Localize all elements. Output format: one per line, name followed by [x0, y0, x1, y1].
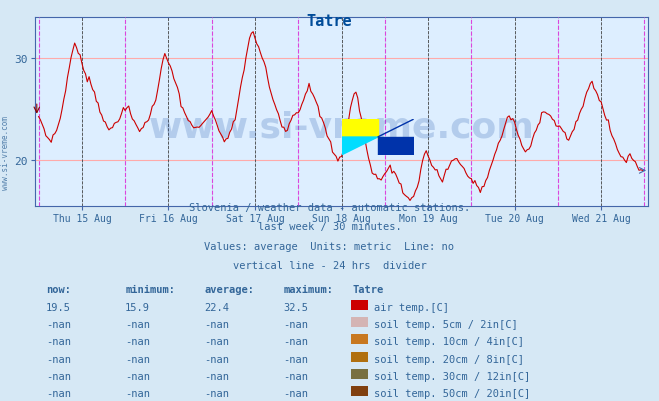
Text: -nan: -nan: [204, 336, 229, 346]
Text: -nan: -nan: [204, 388, 229, 398]
Text: -nan: -nan: [46, 354, 71, 364]
Text: -nan: -nan: [125, 336, 150, 346]
Text: Values: average  Units: metric  Line: no: Values: average Units: metric Line: no: [204, 241, 455, 251]
Text: soil temp. 10cm / 4in[C]: soil temp. 10cm / 4in[C]: [374, 336, 524, 346]
Text: 32.5: 32.5: [283, 302, 308, 312]
Text: -nan: -nan: [283, 388, 308, 398]
Text: -nan: -nan: [125, 371, 150, 381]
Text: -nan: -nan: [204, 371, 229, 381]
Text: -nan: -nan: [283, 371, 308, 381]
Text: last week / 30 minutes.: last week / 30 minutes.: [258, 222, 401, 232]
Text: -nan: -nan: [283, 336, 308, 346]
Text: -nan: -nan: [283, 354, 308, 364]
Text: average:: average:: [204, 285, 254, 295]
Text: 15.9: 15.9: [125, 302, 150, 312]
Text: soil temp. 20cm / 8in[C]: soil temp. 20cm / 8in[C]: [374, 354, 524, 364]
Text: -nan: -nan: [125, 388, 150, 398]
Text: www.si-vreme.com: www.si-vreme.com: [1, 115, 10, 189]
Text: soil temp. 50cm / 20in[C]: soil temp. 50cm / 20in[C]: [374, 388, 530, 398]
Text: soil temp. 5cm / 2in[C]: soil temp. 5cm / 2in[C]: [374, 319, 517, 329]
Text: -nan: -nan: [46, 336, 71, 346]
Text: minimum:: minimum:: [125, 285, 175, 295]
Text: 19.5: 19.5: [46, 302, 71, 312]
Text: air temp.[C]: air temp.[C]: [374, 302, 449, 312]
Text: -nan: -nan: [204, 354, 229, 364]
Text: -nan: -nan: [46, 319, 71, 329]
Text: -nan: -nan: [125, 354, 150, 364]
Text: soil temp. 30cm / 12in[C]: soil temp. 30cm / 12in[C]: [374, 371, 530, 381]
Text: Slovenia / weather data - automatic stations.: Slovenia / weather data - automatic stat…: [189, 203, 470, 213]
Text: Tatre: Tatre: [306, 14, 353, 29]
Text: www.si-vreme.com: www.si-vreme.com: [148, 110, 534, 144]
Text: vertical line - 24 hrs  divider: vertical line - 24 hrs divider: [233, 260, 426, 270]
Text: maximum:: maximum:: [283, 285, 333, 295]
Text: 22.4: 22.4: [204, 302, 229, 312]
Text: now:: now:: [46, 285, 71, 295]
Text: -nan: -nan: [46, 371, 71, 381]
Text: Tatre: Tatre: [353, 285, 384, 295]
Text: -nan: -nan: [46, 388, 71, 398]
Text: -nan: -nan: [283, 319, 308, 329]
Text: -nan: -nan: [125, 319, 150, 329]
Text: -nan: -nan: [204, 319, 229, 329]
